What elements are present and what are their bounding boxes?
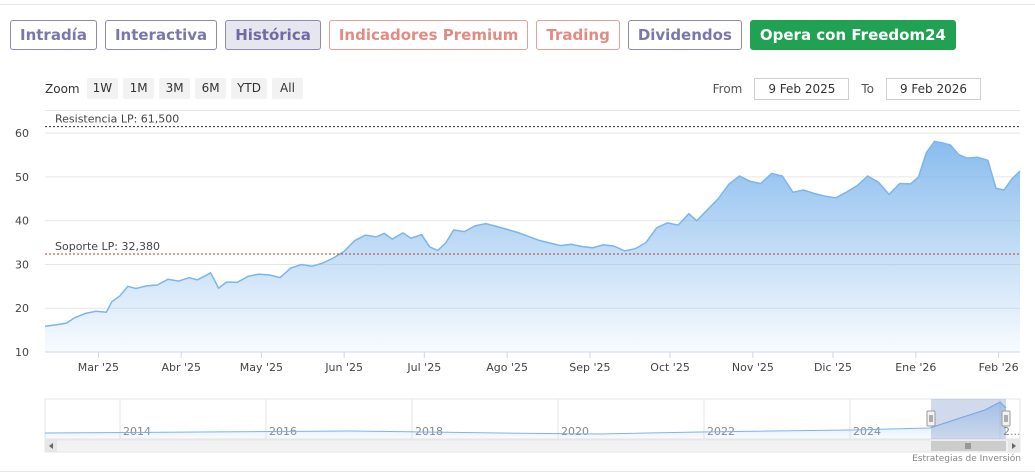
from-label: From <box>712 82 743 96</box>
top-divider <box>0 4 1035 5</box>
y-tick-label: 10 <box>15 346 29 359</box>
zoom-ytd-button[interactable]: YTD <box>231 78 267 99</box>
date-range: From 9 Feb 2025 To 9 Feb 2026 <box>713 78 981 100</box>
x-tick-label: Oct '25 <box>650 361 690 374</box>
chart-credit[interactable]: Estrategias de Inversión <box>912 454 1021 464</box>
price-line <box>44 140 1021 327</box>
y-tick-label: 20 <box>15 302 29 315</box>
resistance-label: Resistencia LP: 61,500 <box>55 113 179 126</box>
navigator-area <box>45 402 1006 439</box>
y-tick-label: 30 <box>15 258 29 271</box>
x-tick-label: Abr '25 <box>161 361 201 374</box>
toolbar-divider <box>45 110 1020 111</box>
tab-indicadores-premium[interactable]: Indicadores Premium <box>328 20 529 50</box>
reference-lines: Resistencia LP: 61,500 Soporte LP: 32,380 <box>45 113 1020 255</box>
tab-trading[interactable]: Trading <box>536 20 620 50</box>
zoom-all-button[interactable]: All <box>272 78 303 99</box>
zoom-label: Zoom <box>45 81 80 96</box>
scrollbar-track[interactable] <box>44 439 1021 453</box>
bottom-divider <box>0 471 1035 472</box>
to-label: To <box>861 82 874 96</box>
x-tick-label: Feb '26 <box>979 361 1019 374</box>
x-tick-label: Jun '25 <box>324 361 363 374</box>
x-tick-label: Mar '25 <box>78 361 119 374</box>
x-tick-label: Jul '25 <box>406 361 441 374</box>
zoom-6m-button[interactable]: 6M <box>195 78 227 99</box>
x-tick-label: Ago '25 <box>486 361 528 374</box>
price-area <box>45 141 1020 352</box>
x-axis-ticks: Mar '25 Abr '25 May '25 Jun '25 Jul '25 Ago '… <box>78 352 1019 374</box>
navigator-left-handle[interactable] <box>926 410 936 427</box>
freedom24-cta-button[interactable]: Opera con Freedom24 <box>749 20 956 50</box>
x-tick-label: Nov '25 <box>732 361 774 374</box>
zoom-3m-button[interactable]: 3M <box>159 78 191 99</box>
x-tick-label: May '25 <box>240 361 283 374</box>
navigator-year-label: 2... <box>1003 425 1021 438</box>
y-tick-label: 60 <box>15 127 29 140</box>
y-axis-ticks: 10 20 30 40 50 60 <box>15 127 29 359</box>
tab-historica[interactable]: Histórica <box>225 20 321 50</box>
navigator-right-handle[interactable] <box>1001 410 1011 427</box>
zoom-1m-button[interactable]: 1M <box>123 78 155 99</box>
tab-intradia[interactable]: Intradía <box>10 20 97 50</box>
x-tick-label: Dic '25 <box>814 361 852 374</box>
zoom-controls: Zoom 1W 1M 3M 6M YTD All <box>45 78 303 99</box>
navigator-selection[interactable] <box>931 399 1006 439</box>
to-date-input[interactable]: 9 Feb 2026 <box>886 78 981 100</box>
navigator: 2014201620182020202220242... <box>44 398 1021 440</box>
y-tick-label: 40 <box>15 215 29 228</box>
support-label: Soporte LP: 32,380 <box>55 240 160 253</box>
tab-dividendos[interactable]: Dividendos <box>627 20 742 50</box>
navigator-line <box>44 401 1007 435</box>
arrow-right-icon <box>1012 443 1016 449</box>
from-date-input[interactable]: 9 Feb 2025 <box>754 78 850 100</box>
tab-interactiva[interactable]: Interactiva <box>104 20 218 50</box>
x-tick-label: Sep '25 <box>569 361 610 374</box>
zoom-1w-button[interactable]: 1W <box>86 78 119 99</box>
scrollbar[interactable] <box>44 439 1021 453</box>
x-tick-label: Ene '26 <box>895 361 936 374</box>
arrow-left-icon <box>49 443 53 449</box>
y-tick-label: 50 <box>15 171 29 184</box>
chart-tabs: Intradía Interactiva Histórica Indicador… <box>10 20 956 50</box>
